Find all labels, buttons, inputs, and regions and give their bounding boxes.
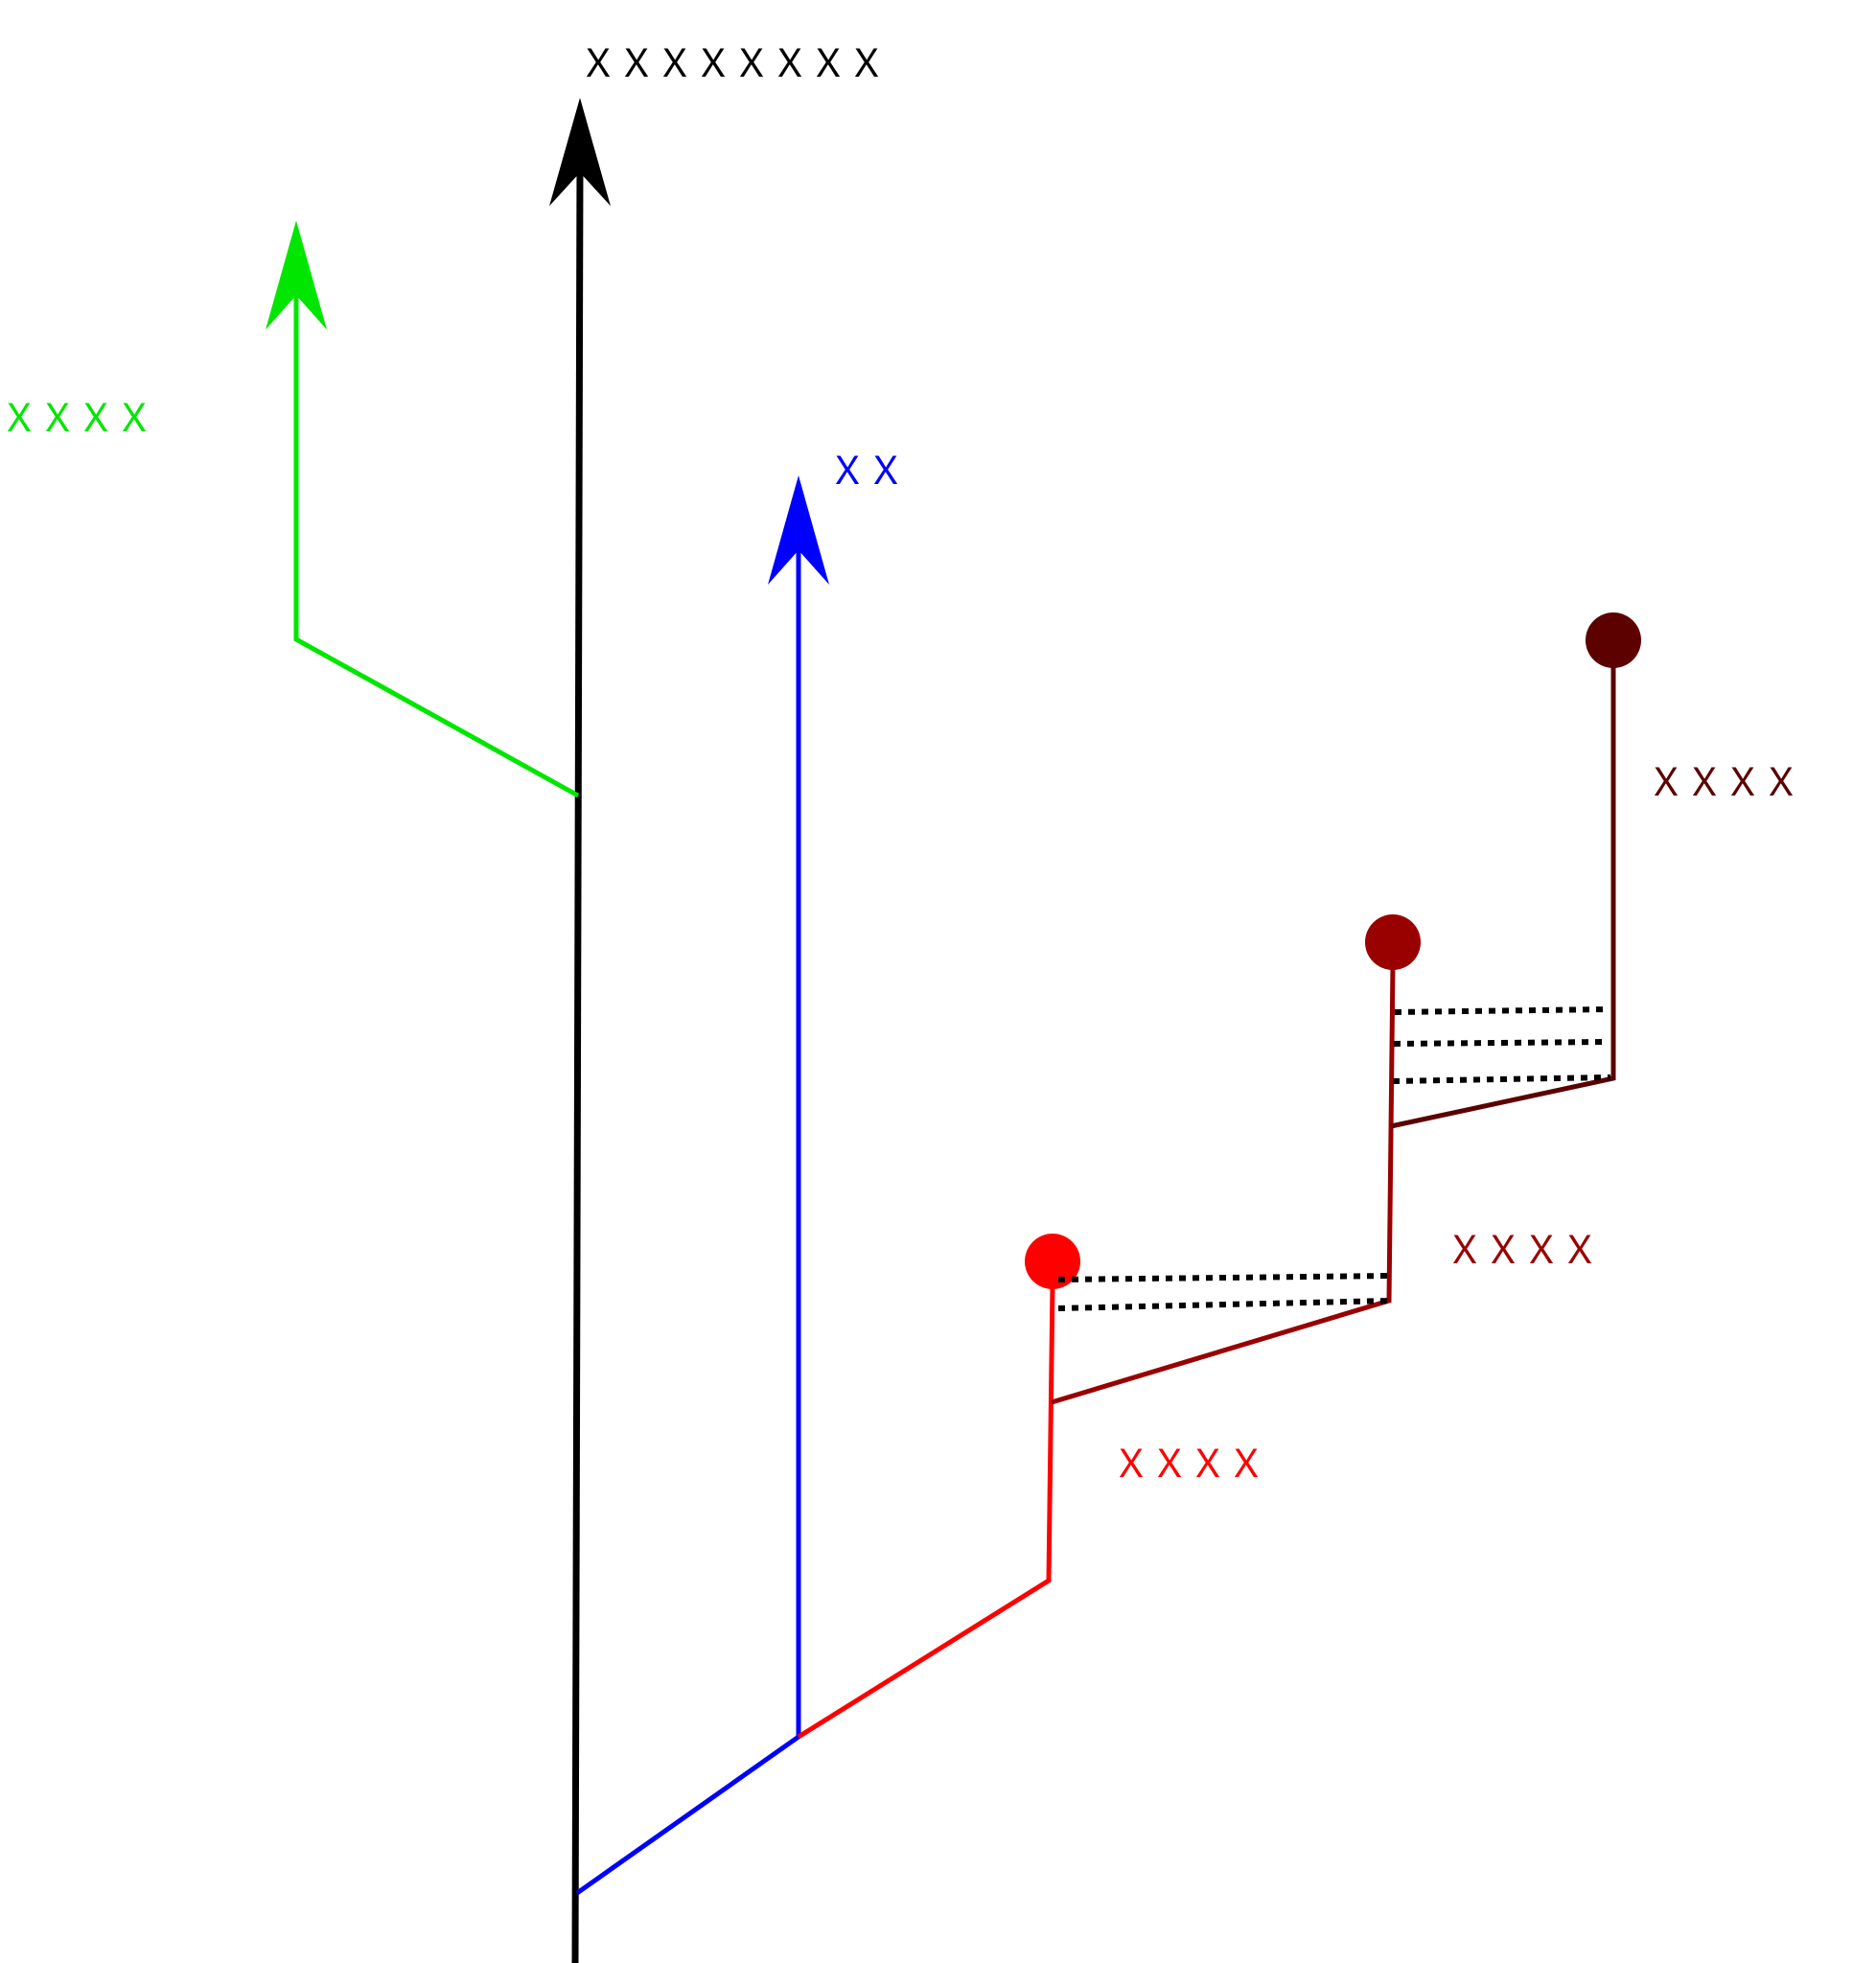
mid-lineage-label: ＸＸＸＸ — [1446, 1229, 1599, 1273]
blue-branch-label: ＸＸ — [828, 450, 905, 494]
gene-flow-dotted-line — [1057, 1273, 1391, 1282]
green-branch-arrowhead — [266, 220, 327, 330]
red-lineage-line — [797, 1283, 1055, 1740]
gene-flow-dotted-line — [1393, 1039, 1604, 1047]
gene-flow-dotted-line — [1394, 1006, 1610, 1015]
green-branch-label: ＸＸＸＸ — [0, 397, 153, 441]
gene-flow-dotted-line — [1392, 1074, 1611, 1084]
red-terminal-dot — [1025, 1234, 1080, 1289]
main-trunk-label: ＸＸＸＸＸＸＸＸ — [579, 42, 886, 86]
blue-branch-arrowhead — [768, 475, 829, 585]
red-lineage-label: ＸＸＸＸ — [1112, 1443, 1265, 1487]
mid-terminal-dot — [1365, 914, 1421, 970]
dark-lineage-label: ＸＸＸＸ — [1647, 761, 1800, 805]
gene-flow-dotted-line — [1057, 1298, 1391, 1311]
dark-lineage-line — [1390, 661, 1616, 1129]
mid-lineage-line — [1051, 962, 1396, 1405]
blue-stem-line — [575, 1734, 800, 1896]
green-branch-line — [293, 288, 580, 798]
dark-terminal-dot — [1586, 612, 1641, 668]
main-trunk-arrowhead — [549, 98, 611, 206]
main-trunk-line — [571, 162, 584, 1963]
